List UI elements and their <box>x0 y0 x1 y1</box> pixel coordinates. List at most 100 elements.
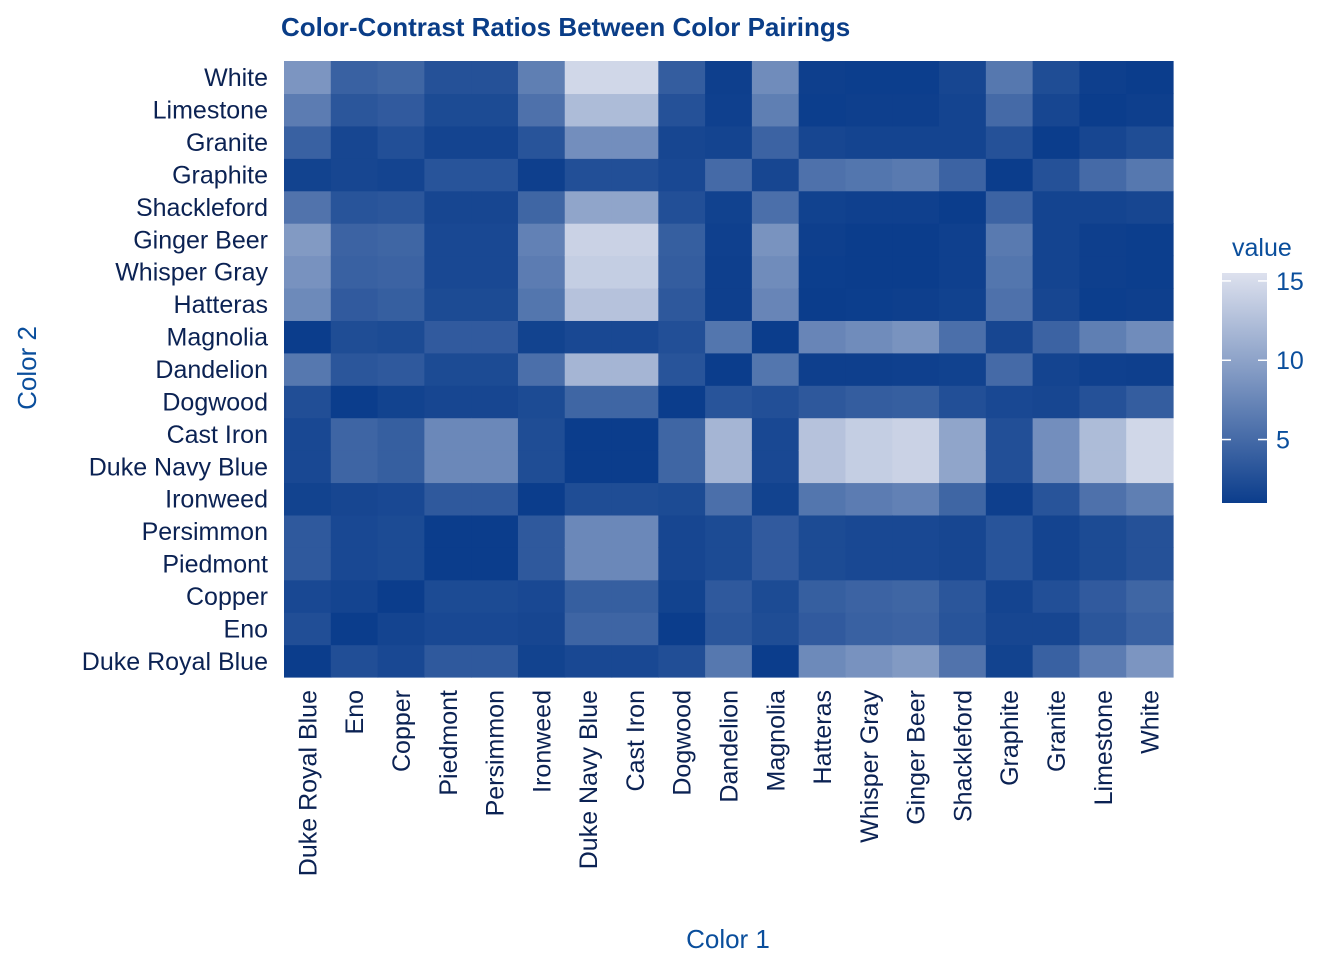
heatmap-cell <box>798 385 847 419</box>
heatmap-cell <box>751 320 800 354</box>
heatmap-cell <box>658 514 706 548</box>
heatmap-cell <box>1126 223 1174 257</box>
heatmap-cell <box>564 352 613 386</box>
heatmap-cell <box>611 644 659 678</box>
y-tick-label: Eno <box>224 615 268 643</box>
x-tick-label: White <box>1137 690 1165 754</box>
heatmap-cell <box>517 255 566 289</box>
heatmap-cell <box>705 547 753 581</box>
heatmap-cell <box>1032 417 1081 451</box>
heatmap-cell <box>330 385 379 419</box>
x-axis-ticks: Duke Royal Blue Eno Copper Piedmont Persimmo… <box>294 690 1164 877</box>
heatmap-cell <box>471 547 519 581</box>
heatmap-cell <box>330 255 379 289</box>
heatmap-cell <box>705 190 753 224</box>
heatmap-cell <box>1126 61 1174 95</box>
x-axis-title: Color 1 <box>686 924 770 954</box>
heatmap-cell <box>705 287 753 321</box>
heatmap-cell <box>845 223 893 257</box>
heatmap-cell <box>751 417 800 451</box>
heatmap-cell <box>330 125 379 159</box>
heatmap-cell <box>424 450 472 484</box>
heatmap-cell <box>1079 352 1127 386</box>
heatmap-cell <box>705 514 753 548</box>
heatmap-cell <box>611 579 659 613</box>
heatmap-cell <box>705 255 753 289</box>
heatmap-cell <box>798 320 847 354</box>
heatmap-cell <box>845 93 893 127</box>
heatmap-cell <box>611 61 659 95</box>
heatmap-cell <box>892 223 940 257</box>
heatmap-cell <box>845 450 893 484</box>
heatmap-cell <box>1079 320 1127 354</box>
heatmap-cell <box>330 352 379 386</box>
y-tick-label: Persimmon <box>142 518 268 546</box>
heatmap-cell <box>471 190 519 224</box>
heatmap-cell <box>1126 287 1174 321</box>
heatmap-cell <box>611 450 659 484</box>
heatmap-cell <box>658 385 706 419</box>
heatmap-cell <box>985 223 1034 257</box>
heatmap-cell <box>424 514 472 548</box>
heatmap-cell <box>330 644 379 678</box>
heatmap-cell <box>751 644 800 678</box>
heatmap-cell <box>330 612 379 646</box>
heatmap-cell <box>892 417 940 451</box>
heatmap-cell <box>985 612 1034 646</box>
heatmap-cell <box>985 547 1034 581</box>
heatmap-cell <box>377 612 425 646</box>
heatmap-cell <box>705 644 753 678</box>
heatmap-cell <box>892 158 940 192</box>
y-tick-label: Ginger Beer <box>133 226 268 254</box>
heatmap-cell <box>517 514 566 548</box>
heatmap-cell <box>1126 644 1174 678</box>
heatmap-cell <box>330 61 379 95</box>
heatmap-cell <box>564 255 613 289</box>
heatmap-cell <box>1079 482 1127 516</box>
heatmap-cell <box>1032 352 1081 386</box>
heatmap-cell <box>330 320 379 354</box>
heatmap-cell <box>377 514 425 548</box>
heatmap-cell <box>751 514 800 548</box>
heatmap-cell <box>377 482 425 516</box>
heatmap-cell <box>424 417 472 451</box>
heatmap-cell <box>798 190 847 224</box>
heatmap-cell <box>517 125 566 159</box>
heatmap-cell <box>1079 385 1127 419</box>
heatmap-cell <box>658 547 706 581</box>
heatmap-cell <box>284 190 332 224</box>
heatmap-cell <box>517 579 566 613</box>
y-tick-label: Shackleford <box>136 194 268 222</box>
heatmap-cell <box>377 579 425 613</box>
heatmap-cell <box>1126 612 1174 646</box>
heatmap-cell <box>611 93 659 127</box>
heatmap-cell <box>1032 287 1081 321</box>
heatmap-cell <box>658 223 706 257</box>
heatmap-cell <box>705 223 753 257</box>
heatmap-cell <box>1079 158 1127 192</box>
heatmap-cell <box>939 125 987 159</box>
heatmap-cell <box>611 417 659 451</box>
heatmap-cell <box>845 158 893 192</box>
heatmap-cell <box>471 61 519 95</box>
heatmap-cell <box>424 158 472 192</box>
heatmap-cell <box>564 287 613 321</box>
x-tick-label: Dandelion <box>716 690 744 803</box>
heatmap-cell <box>658 417 706 451</box>
heatmap-cell <box>798 223 847 257</box>
heatmap-cell <box>939 417 987 451</box>
heatmap-cell <box>564 579 613 613</box>
heatmap-cell <box>985 514 1034 548</box>
heatmap-cell <box>1126 417 1174 451</box>
heatmap-cell <box>705 125 753 159</box>
heatmap-cell <box>985 352 1034 386</box>
heatmap-cell <box>845 255 893 289</box>
x-tick-label: Magnolia <box>762 690 790 792</box>
heatmap-cell <box>939 61 987 95</box>
heatmap-cell <box>1126 385 1174 419</box>
legend-colorbar <box>1222 273 1267 503</box>
heatmap-cell <box>517 93 566 127</box>
heatmap-cell <box>377 287 425 321</box>
heatmap-cell <box>845 190 893 224</box>
